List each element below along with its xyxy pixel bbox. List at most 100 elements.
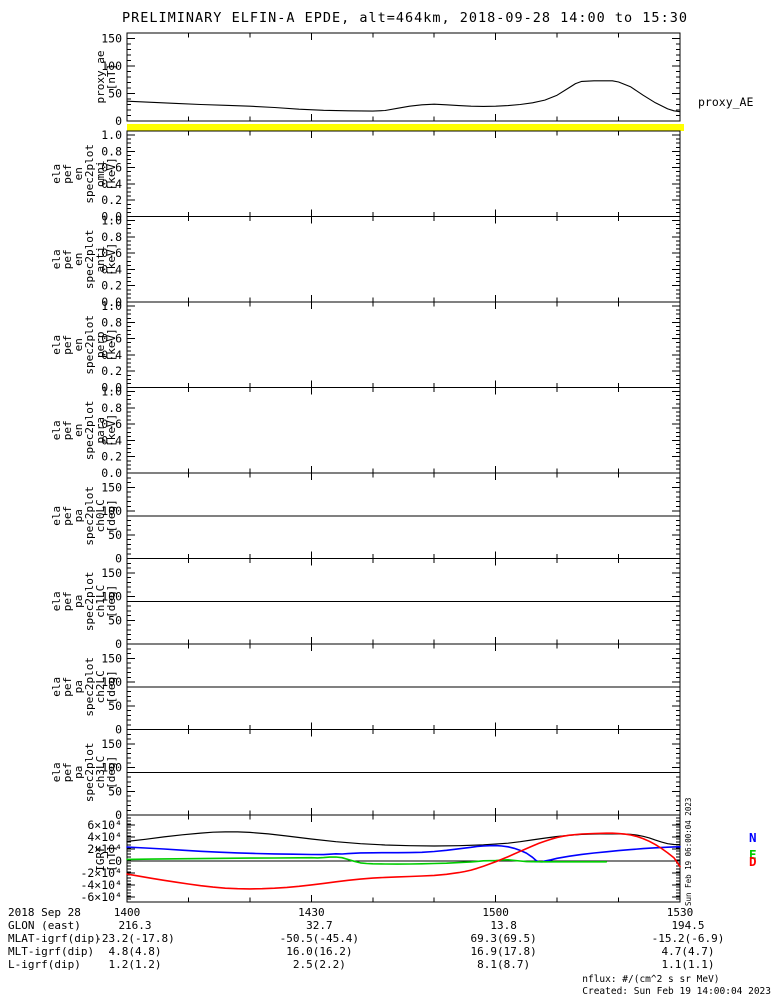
- panel-ylabel-line: spec2plot: [83, 315, 96, 375]
- panel-ylabel-line: [deg]: [105, 756, 118, 789]
- y-tick-label: -6×10⁴: [80, 890, 122, 904]
- y-tick-label: 0.6: [101, 417, 122, 431]
- panel-ylabel-line: pa: [72, 680, 85, 693]
- panel-ylabel-line: [keV]: [105, 243, 118, 276]
- y-tick-label: 0: [115, 637, 122, 651]
- panel-frame: [126, 301, 681, 388]
- y-tick-label: 150: [101, 32, 122, 46]
- y-tick-label: 0.2: [101, 193, 122, 207]
- y-tick-label: 0.6: [101, 332, 122, 346]
- panel-ylabel-line: [keV]: [105, 328, 118, 361]
- spectrogram-saturation-bar: [127, 124, 684, 131]
- plot-footer: nflux: #/(cm^2 s sr MeV) Created: Sun Fe…: [582, 974, 771, 998]
- y-tick-label: 4×10⁴: [87, 830, 122, 844]
- panel-ylabel-line: spec2plot: [83, 400, 96, 460]
- y-tick-label: 0.4: [101, 433, 122, 447]
- panel-frame: [126, 814, 681, 903]
- y-tick-label: 0.8: [101, 144, 122, 158]
- y-tick-label: 0.6: [101, 246, 122, 260]
- panel-ylabel-line: pa: [72, 509, 85, 522]
- panel-ylabel-line: pa: [72, 595, 85, 608]
- panel-ylabel-line: pef: [61, 249, 74, 269]
- panel-ylabel-line: para: [94, 417, 107, 444]
- panel-ylabel-line: spec2plot: [83, 229, 96, 289]
- panel-ylabel-line: ela: [50, 249, 63, 269]
- y-tick-label: 100: [101, 59, 122, 73]
- y-tick-label: 1.0: [101, 299, 122, 313]
- panel-ylabel-line: ela: [50, 335, 63, 355]
- y-tick-label: 0.2: [101, 279, 122, 293]
- y-tick-label: 0.0: [101, 210, 122, 224]
- y-tick-label: 0.8: [101, 315, 122, 329]
- legend-N: N: [749, 830, 757, 845]
- y-tick-label: -4×10⁴: [80, 878, 122, 892]
- y-tick-label: 1.0: [101, 128, 122, 142]
- y-tick-label: 0.4: [101, 177, 122, 191]
- y-tick-label: -2×10⁴: [80, 866, 122, 880]
- panel-ylabel-line: pef: [61, 762, 74, 782]
- y-tick-label: 0.4: [101, 262, 122, 276]
- panel-en_perp: 0.0 0.2 0.4 0.6 0.8 1.0 elapefenspec2plotperp[…: [50, 299, 681, 395]
- panel-frame: [126, 387, 681, 474]
- panel-ylabel-line: ch3LC: [94, 756, 107, 789]
- panel-ylabel-line: [nT]: [105, 64, 118, 91]
- series-E-line: [126, 856, 608, 865]
- y-tick-label: 100: [101, 590, 122, 604]
- panel-ylabel-line: pef: [61, 164, 74, 184]
- panel-ylabel-line: spec2plot: [83, 571, 96, 631]
- panel-ylabel-line: spec2plot: [83, 742, 96, 802]
- y-tick-label: 150: [101, 566, 122, 580]
- y-tick-label: 1.0: [101, 214, 122, 228]
- y-tick-label: 0.8: [101, 401, 122, 415]
- panel-ylabel-line: pef: [61, 591, 74, 611]
- panel-frame: [126, 130, 681, 217]
- y-tick-label: 100: [101, 675, 122, 689]
- y-tick-label: 6×10⁴: [87, 818, 122, 832]
- panel-ylabel-line: en: [72, 167, 85, 180]
- panel-ylabel-line: en: [72, 338, 85, 351]
- y-tick-label: 1.0: [101, 385, 122, 399]
- panel-ylabel-line: anti: [94, 246, 107, 273]
- side-timestamp: Sun Feb 19 06:00:04 2023: [684, 797, 693, 906]
- y-tick-label: 100: [101, 761, 122, 775]
- y-tick-label: 0.0: [101, 295, 122, 309]
- panel-ylabel-line: pef: [61, 420, 74, 440]
- panel-ylabel-line: [deg]: [105, 585, 118, 618]
- panel-ylabel-line: pef: [61, 506, 74, 526]
- legend-D: D: [749, 854, 757, 869]
- panel-proxy_ae: 0 50 100 150 proxy_ae[nT]: [94, 32, 681, 128]
- panel-ylabel-line: ch0LC: [94, 499, 107, 532]
- y-tick-label: 0.2: [101, 450, 122, 464]
- y-tick-label: 0: [115, 114, 122, 128]
- y-tick-label: 50: [108, 613, 122, 627]
- panel-frame: [126, 216, 681, 303]
- y-tick-label: 0.6: [101, 161, 122, 175]
- y-tick-label: 0.0: [101, 381, 122, 395]
- series-N-line: [126, 844, 681, 863]
- panel-ylabel-line: spec2plot: [83, 144, 96, 204]
- y-tick-label: 150: [101, 651, 122, 665]
- panel-ylabel-line: ch1LC: [94, 585, 107, 618]
- panel-ylabel-line: [keV]: [105, 414, 118, 447]
- panel-ylabel-line: en: [72, 253, 85, 266]
- series-proxy_AE-line: [126, 80, 681, 113]
- footer-created: Created: Sun Feb 19 14:00:04 2023: [582, 986, 771, 997]
- panel-ylabel-line: ela: [50, 506, 63, 526]
- series-D-line: [126, 832, 681, 890]
- panel-ylabel-line: [keV]: [105, 157, 118, 190]
- panel-ylabel-line: proxy_ae: [94, 51, 107, 104]
- panel-ylabel-line: ch2LC: [94, 670, 107, 703]
- series-Bmag-line: [126, 831, 681, 847]
- y-tick-label: 150: [101, 737, 122, 751]
- panel-en_omni: 0.0 0.2 0.4 0.6 0.8 1.0 elapefenspec2plotomni[…: [50, 128, 681, 224]
- y-tick-label: 0: [115, 854, 122, 868]
- panel-ylabel-line: ela: [50, 420, 63, 440]
- panel-ylabel-line: spec2plot: [83, 486, 96, 546]
- y-tick-label: 0.4: [101, 348, 122, 362]
- panel-ylabel-line: ela: [50, 762, 63, 782]
- footer-units: nflux: #/(cm^2 s sr MeV): [582, 974, 720, 985]
